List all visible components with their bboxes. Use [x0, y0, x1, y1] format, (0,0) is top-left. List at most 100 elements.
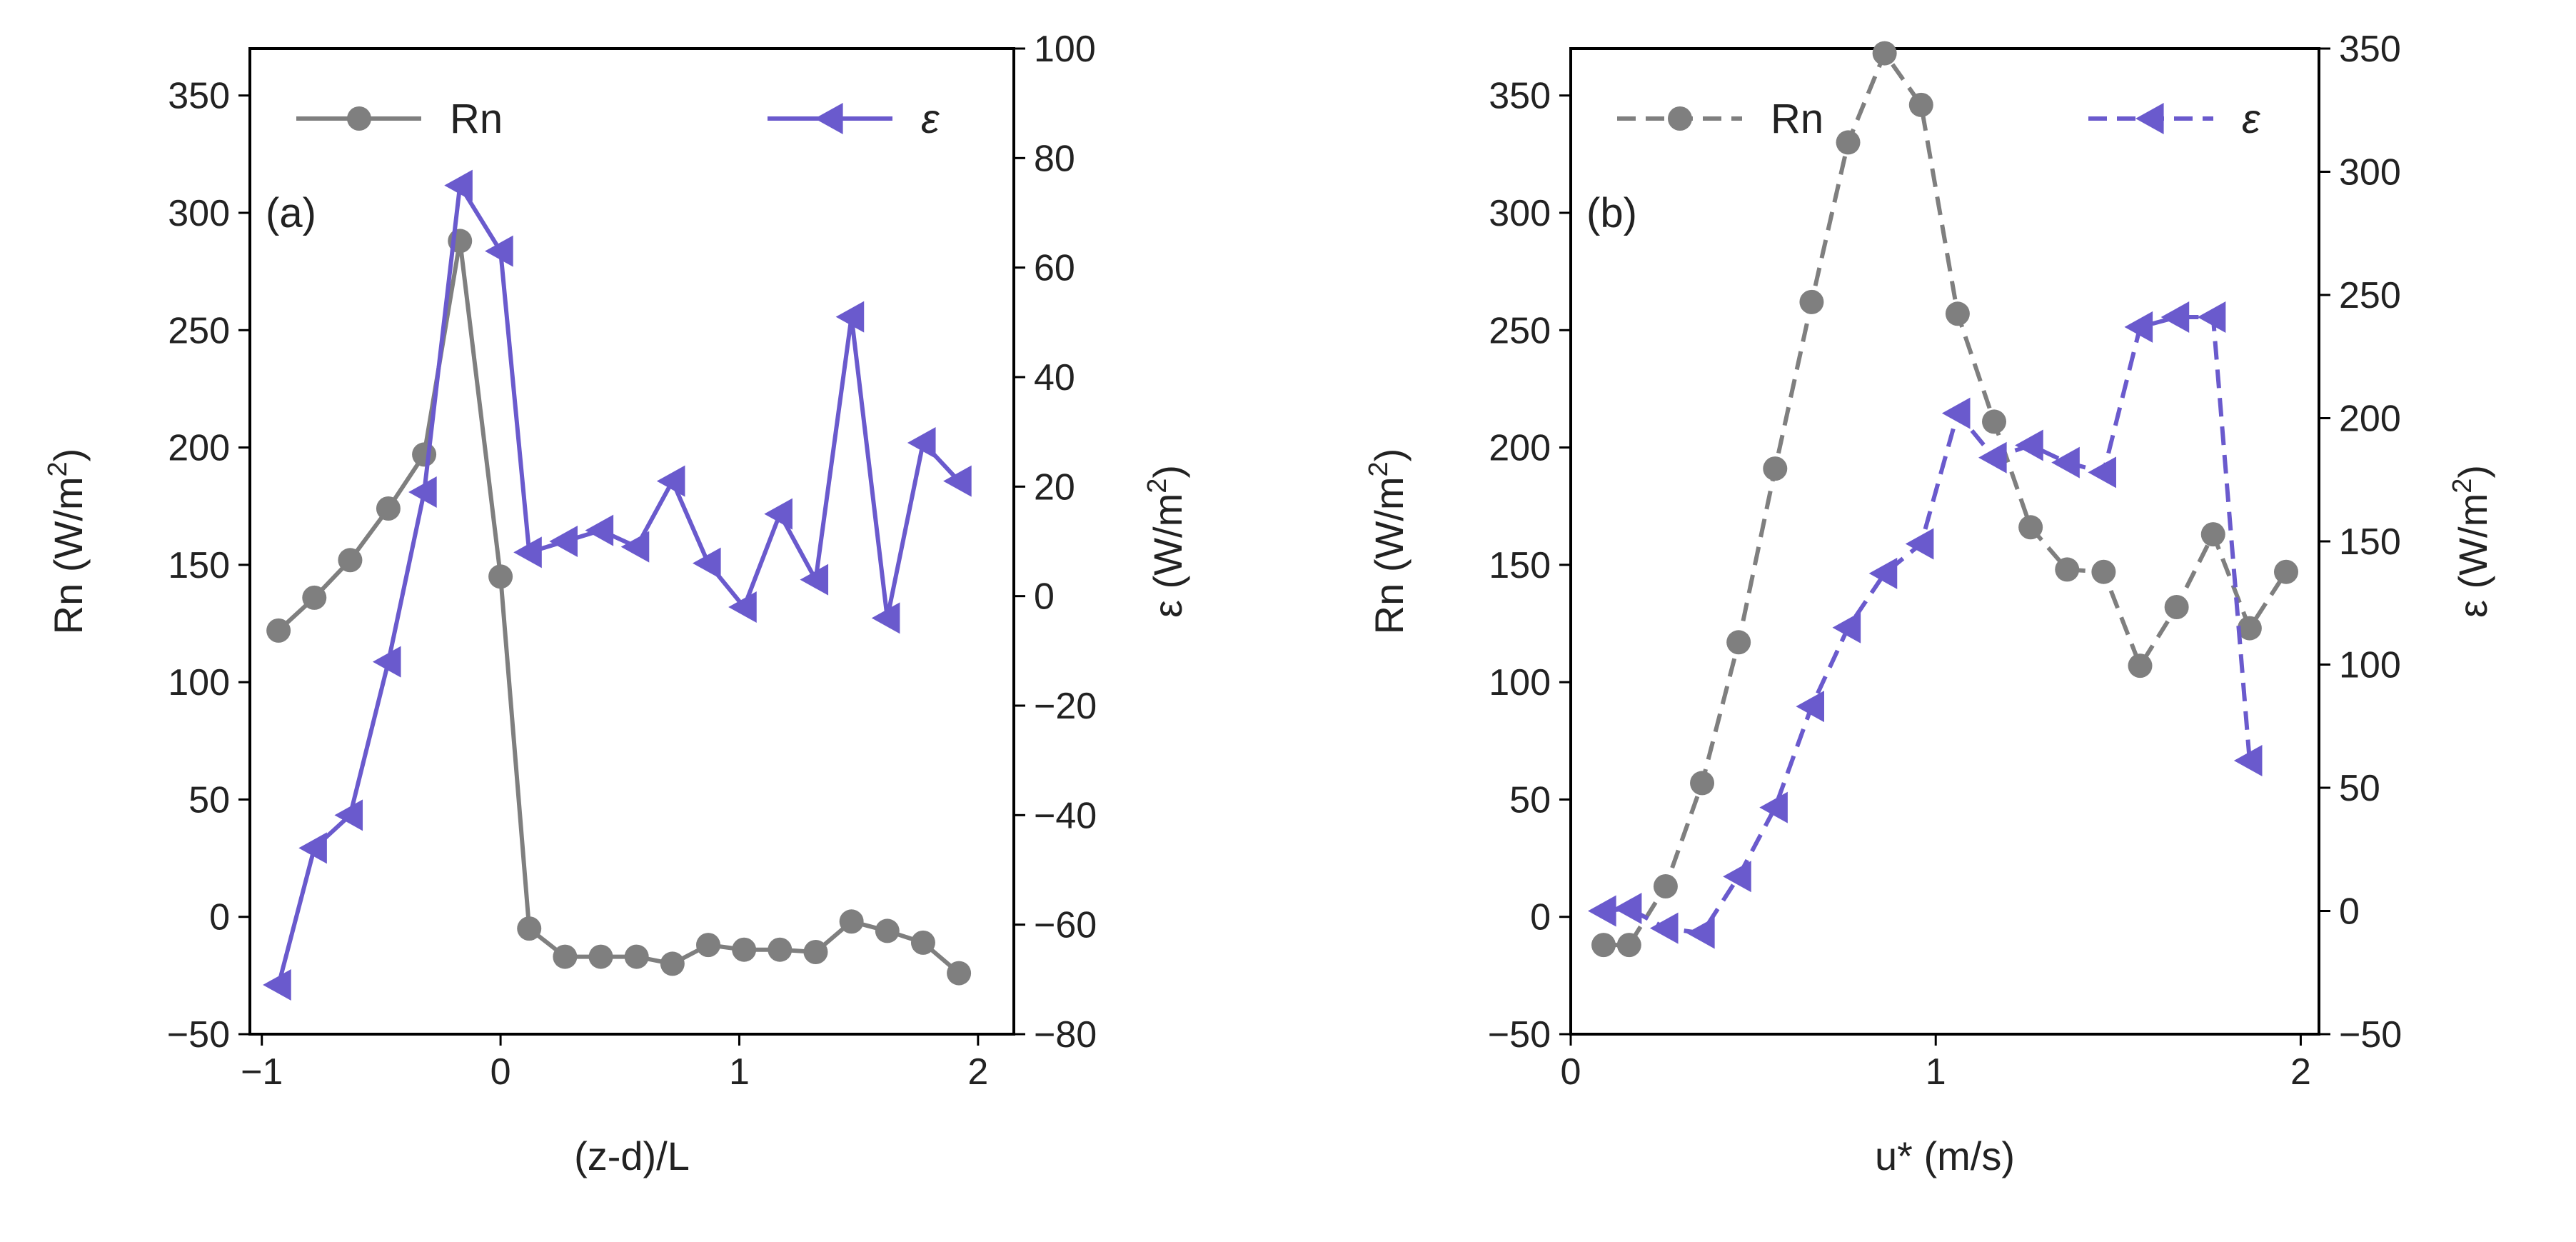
y-left-tick-label: −50 — [167, 1014, 230, 1056]
y-right-tick-label: 200 — [2339, 399, 2401, 440]
panel-label: (a) — [266, 190, 316, 236]
data-point — [1588, 895, 1616, 927]
y-left-tick-label: 50 — [1509, 779, 1551, 821]
legend-label: ε — [2242, 96, 2261, 142]
data-point — [2055, 557, 2080, 582]
data-point — [1759, 791, 1788, 823]
y-right-tick-label: 0 — [1034, 576, 1055, 618]
y-left-axis-label: Rn (W/m2) — [1364, 449, 1412, 635]
data-point — [1726, 630, 1751, 655]
x-tick-label: 0 — [1561, 1051, 1581, 1093]
chart-panel-b: 0 1 2−50050100150200250300350−500501001502… — [1364, 29, 2495, 1178]
data-point — [1613, 893, 1642, 925]
data-point — [656, 465, 685, 497]
data-point — [768, 937, 793, 962]
data-point — [549, 526, 578, 557]
y-right-tick-label: 150 — [2339, 521, 2401, 563]
data-point — [1690, 771, 1715, 796]
data-point — [2164, 595, 2189, 619]
legend-marker — [1668, 106, 1692, 131]
y-right-tick-label: 60 — [1034, 248, 1075, 289]
y-right-tick-label: 350 — [2339, 29, 2401, 70]
y-left-axis-label-text: Rn (W/m — [1367, 476, 1412, 634]
y-right-tick-label: −80 — [1034, 1014, 1097, 1056]
data-point — [1908, 92, 1933, 117]
data-point — [513, 536, 542, 569]
y-left-tick-label: 250 — [168, 310, 230, 351]
y-right-tick-label: 80 — [1034, 138, 1075, 179]
data-point — [660, 951, 685, 976]
data-point — [1686, 917, 1715, 949]
y-left-tick-label: 200 — [1489, 428, 1551, 469]
series-line — [1604, 51, 2288, 948]
data-point — [1796, 691, 1825, 723]
y-left-tick-label: 100 — [1489, 662, 1551, 703]
data-point — [1763, 456, 1788, 481]
y-left-tick-label: 100 — [168, 662, 230, 703]
series-line — [1603, 315, 2252, 936]
legend-marker — [347, 106, 371, 131]
y-left-axis-label-suffix: ) — [46, 449, 91, 462]
data-point — [1653, 874, 1678, 898]
y-left-tick-label: 150 — [1489, 545, 1551, 586]
y-left-tick-label: 250 — [1489, 310, 1551, 351]
y-right-tick-label: 40 — [1034, 357, 1075, 399]
data-point — [2197, 301, 2226, 334]
y-left-tick-label: 300 — [168, 193, 230, 234]
y-right-axis-label-text: ε (W/m — [1145, 494, 1190, 618]
y-left-tick-label: 0 — [209, 897, 230, 938]
data-point — [800, 564, 829, 596]
y-left-tick-label: 200 — [168, 428, 230, 469]
data-point — [835, 301, 865, 333]
legend-marker — [815, 103, 843, 134]
y-left-tick-label: 300 — [1489, 193, 1551, 234]
data-point — [1799, 289, 1824, 314]
data-point — [1649, 912, 1679, 944]
data-point — [875, 918, 900, 943]
data-point — [263, 969, 291, 1001]
data-point — [444, 169, 473, 201]
x-axis-label: u* (m/s) — [1875, 1133, 2015, 1178]
data-point — [334, 799, 363, 831]
data-point — [947, 961, 972, 986]
y-left-axis-label-superscript: 2 — [43, 461, 73, 476]
y-left-tick-label: 350 — [1489, 76, 1551, 117]
data-point — [517, 916, 542, 941]
data-point — [412, 442, 437, 467]
y-right-tick-label: −20 — [1034, 686, 1097, 727]
y-left-tick-label: −50 — [1488, 1014, 1551, 1056]
x-tick-label: 2 — [2290, 1051, 2311, 1093]
series-rn — [266, 229, 972, 986]
legend: Rn ε — [296, 96, 940, 142]
data-point — [266, 618, 291, 643]
data-point — [803, 940, 828, 964]
data-point — [1905, 528, 1934, 560]
data-point — [1978, 441, 2007, 474]
data-point — [2088, 456, 2116, 489]
data-point — [302, 585, 327, 610]
data-point — [1616, 933, 1641, 958]
data-point — [2051, 446, 2080, 479]
data-point — [2200, 522, 2225, 547]
data-point — [693, 547, 721, 579]
data-point — [298, 832, 327, 864]
y-right-tick-label: 300 — [2339, 152, 2401, 194]
legend-label: Rn — [450, 96, 503, 142]
data-point — [1868, 557, 1898, 589]
series-rn — [1591, 41, 2298, 958]
data-point — [764, 498, 793, 530]
data-point — [338, 548, 363, 573]
data-point — [485, 235, 513, 267]
y-left-axis-label: Rn (W/m2) — [43, 449, 91, 635]
data-point — [1832, 611, 1861, 643]
x-tick-label: 0 — [490, 1051, 511, 1093]
data-point — [2015, 429, 2043, 461]
data-point — [1723, 861, 1751, 893]
y-left-tick-label: 50 — [188, 779, 230, 821]
data-point — [372, 646, 401, 678]
data-point — [2128, 653, 2153, 678]
data-point — [2124, 311, 2153, 343]
data-point — [910, 930, 935, 955]
data-point — [696, 933, 720, 958]
